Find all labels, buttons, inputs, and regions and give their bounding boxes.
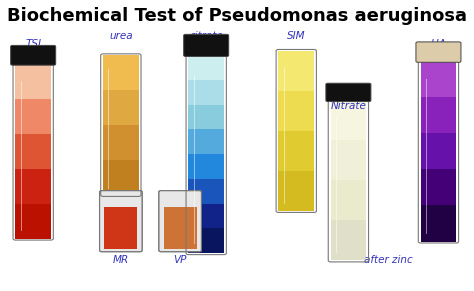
Bar: [421, 205, 456, 242]
Text: urea: urea: [109, 31, 133, 41]
FancyBboxPatch shape: [416, 42, 461, 62]
Bar: [331, 140, 366, 180]
Text: TSI: TSI: [25, 40, 41, 49]
Bar: [16, 99, 51, 134]
Bar: [279, 171, 314, 211]
FancyBboxPatch shape: [11, 45, 56, 65]
Text: MR: MR: [113, 255, 129, 265]
Bar: [189, 228, 224, 253]
Bar: [16, 204, 51, 239]
Bar: [331, 180, 366, 221]
Bar: [104, 207, 137, 249]
Text: citrate: citrate: [189, 31, 223, 41]
Bar: [189, 179, 224, 204]
Bar: [421, 61, 456, 97]
Bar: [189, 80, 224, 105]
Bar: [421, 169, 456, 205]
Bar: [103, 160, 138, 195]
Bar: [331, 221, 366, 260]
Bar: [279, 131, 314, 171]
Text: SIM: SIM: [287, 31, 306, 41]
Bar: [103, 125, 138, 160]
FancyBboxPatch shape: [159, 191, 201, 252]
Bar: [103, 90, 138, 125]
Bar: [279, 51, 314, 91]
Text: VP: VP: [173, 255, 187, 265]
Text: Nitrate: Nitrate: [330, 101, 366, 111]
Bar: [16, 64, 51, 99]
Bar: [189, 105, 224, 129]
Text: after zinc: after zinc: [365, 255, 413, 265]
Bar: [421, 97, 456, 133]
Bar: [103, 55, 138, 90]
Bar: [189, 204, 224, 228]
Bar: [331, 100, 366, 140]
Bar: [164, 207, 197, 249]
Text: Biochemical Test of Pseudomonas aeruginosa: Biochemical Test of Pseudomonas aerugino…: [7, 7, 467, 25]
Bar: [16, 169, 51, 204]
FancyBboxPatch shape: [184, 34, 228, 56]
Bar: [279, 91, 314, 131]
FancyBboxPatch shape: [100, 191, 142, 252]
FancyBboxPatch shape: [326, 83, 371, 102]
Bar: [189, 55, 224, 80]
Bar: [16, 134, 51, 169]
Text: LIA: LIA: [430, 40, 447, 49]
Bar: [189, 154, 224, 179]
Bar: [421, 133, 456, 169]
Bar: [189, 129, 224, 154]
